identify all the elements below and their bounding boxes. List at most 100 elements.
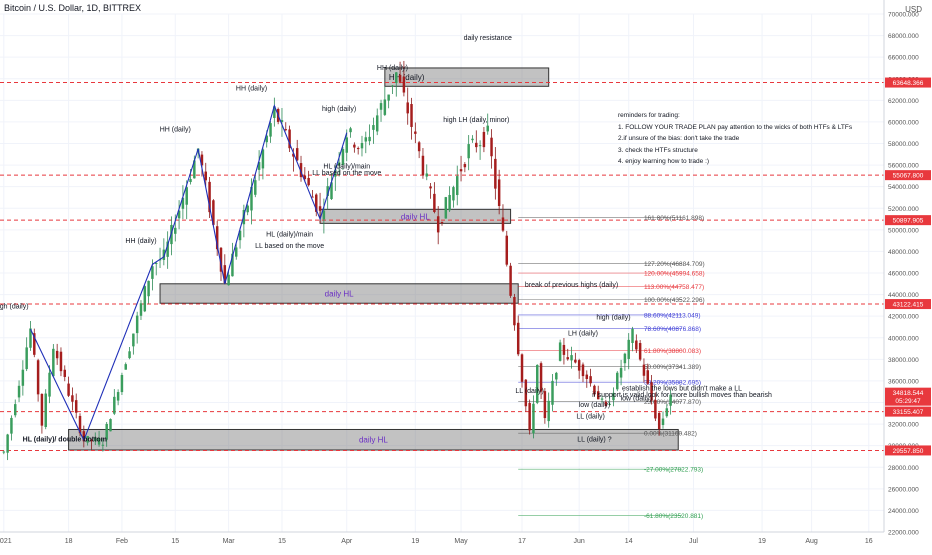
candle-body <box>471 138 474 141</box>
annotation-label: HH (daily) <box>236 86 267 93</box>
candle-body <box>528 402 531 431</box>
y-tick-label: 48000.000 <box>888 249 919 256</box>
y-tick-label: 28000.000 <box>888 465 919 472</box>
candle-body <box>67 383 70 396</box>
x-tick-label: Jul <box>689 538 698 545</box>
reminder-item: 1. FOLLOW YOUR TRADE PLAN pay attention … <box>618 123 853 131</box>
candle-body <box>669 394 672 406</box>
annotation-label: daily resistance <box>464 35 512 42</box>
current-price-label: 34818.544 <box>893 390 924 397</box>
candle-body <box>40 393 44 426</box>
candle-body <box>254 180 257 195</box>
x-tick-label: 18 <box>65 538 73 545</box>
candle-body <box>105 423 108 440</box>
fib-label: 0.00%(31160.482) <box>644 431 697 438</box>
annotation-label: LH (daily) <box>568 331 598 338</box>
candle-body <box>330 182 333 200</box>
level-price-tag <box>885 215 931 226</box>
candle-body <box>303 175 307 180</box>
annotation-label: HL (daily)/main <box>323 163 370 170</box>
candle-body <box>600 398 604 400</box>
reminders-heading: reminders for trading: <box>618 112 680 119</box>
annotation-label: LL (daily) <box>576 414 605 421</box>
candle-body <box>448 194 451 211</box>
y-tick-label: 58000.000 <box>888 141 919 148</box>
structure-zigzag <box>29 104 348 442</box>
candle-body <box>311 196 314 198</box>
candle-body <box>212 200 215 225</box>
candle-body <box>185 187 188 205</box>
x-tick-label: Jun <box>574 538 585 545</box>
level-price-label: 55067.800 <box>893 173 924 180</box>
candle-body <box>231 253 234 277</box>
candle-body <box>154 263 158 265</box>
reminder-item: 3. check the HTFs structure <box>618 146 698 154</box>
annotation-label: HL (daily)/ double bottom <box>23 436 107 443</box>
candle-body <box>459 169 463 172</box>
annotation-label: low (daily) <box>579 402 611 409</box>
time-axis: 2021 18 Feb 15 Mar 15 Apr 19 May 17 Jun 14 Jul 19 Aug 1… <box>0 531 884 545</box>
candle-body <box>402 76 406 93</box>
candle-body <box>421 155 425 176</box>
y-tick-label: 40000.000 <box>888 335 919 342</box>
candle-body <box>189 179 192 183</box>
fib-label: 113.00%(44758.477) <box>644 284 704 291</box>
candle-body <box>132 333 135 347</box>
annotation-label: HH (daily) <box>377 65 408 72</box>
candle-body <box>246 205 249 213</box>
y-tick-label: 62000.000 <box>888 98 919 105</box>
candle-body <box>375 115 379 132</box>
candle-body <box>128 351 131 359</box>
level-price-label: 63648.366 <box>893 80 924 87</box>
annotation-label: LL (daily) ? <box>577 436 611 443</box>
candle-body <box>475 142 478 148</box>
candle-body <box>292 153 295 157</box>
candle-body <box>646 370 649 384</box>
candle-body <box>71 395 74 402</box>
x-tick-label: 15 <box>278 538 286 545</box>
candle-body <box>581 364 585 377</box>
y-tick-label: 52000.000 <box>888 206 919 213</box>
candle-body <box>555 372 558 380</box>
candle-body <box>124 364 127 370</box>
candle-body <box>478 145 482 147</box>
candle-body <box>631 328 634 343</box>
candle-body <box>379 103 383 110</box>
candle-body <box>82 431 86 442</box>
candle-body <box>238 230 242 241</box>
candle-body <box>227 274 230 286</box>
candle-body <box>452 187 455 201</box>
zone-box <box>384 67 550 87</box>
candle-body <box>116 392 120 401</box>
fib-label: 50.00%(37341.389) <box>644 364 701 371</box>
candle-body <box>440 221 444 224</box>
candle-body <box>395 72 398 83</box>
candle-body <box>558 342 562 361</box>
annotation-label: HH (daily) <box>160 127 191 134</box>
candle-body <box>235 247 238 257</box>
candle-body <box>353 144 356 148</box>
y-tick-label: 36000.000 <box>888 378 919 385</box>
candle-body <box>193 160 196 179</box>
candle-body <box>562 344 566 355</box>
candle-body <box>661 418 665 425</box>
candle-body <box>410 104 413 127</box>
annotation-label: low (daily) <box>621 395 653 402</box>
annotation-label: high LH (daily, minor) <box>443 117 509 124</box>
candle-body <box>17 385 21 398</box>
candle-body <box>593 385 596 395</box>
candle-body <box>444 197 448 219</box>
candle-body <box>318 206 322 211</box>
level-price-tag <box>885 299 931 310</box>
y-tick-label: 26000.000 <box>888 486 919 493</box>
candle-body <box>524 379 528 407</box>
candle-body <box>265 135 268 143</box>
candle-body <box>604 401 608 407</box>
reminders-note: reminders for trading: 1. FOLLOW YOUR TR… <box>618 110 852 168</box>
level-price-tag <box>885 445 931 456</box>
level-price-label: 33155.407 <box>893 409 924 416</box>
fib-label: -61.80%(23520.881) <box>644 513 703 520</box>
candle-body <box>86 435 89 443</box>
